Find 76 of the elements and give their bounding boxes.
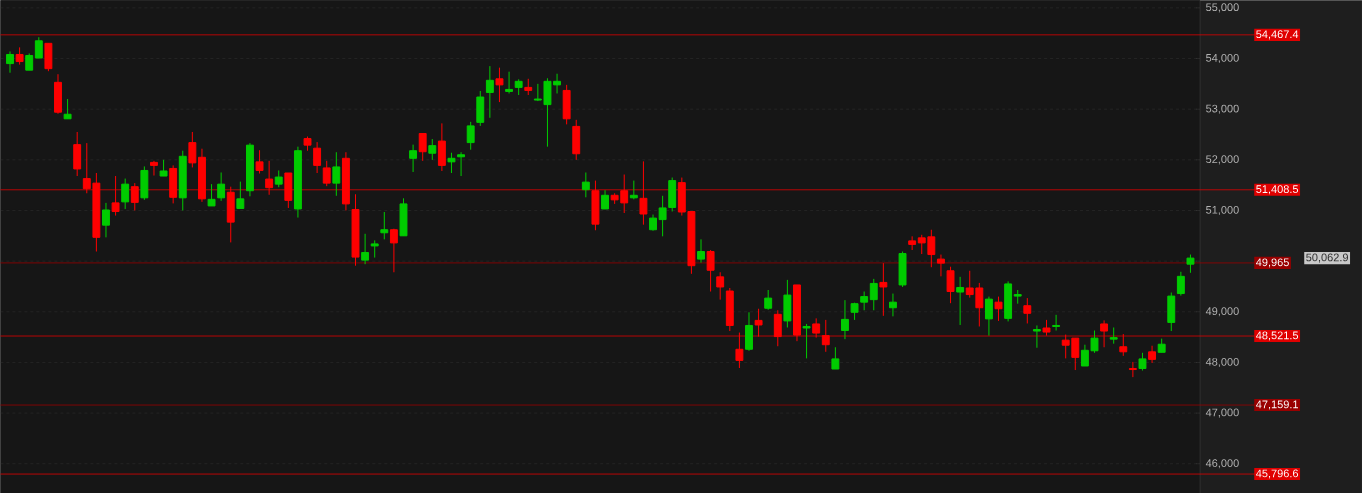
candlestick bbox=[984, 295, 993, 336]
candlestick bbox=[1186, 253, 1195, 274]
candlestick bbox=[706, 249, 715, 292]
candlestick bbox=[601, 189, 609, 210]
candlestick bbox=[44, 42, 53, 72]
candlestick bbox=[754, 308, 763, 337]
candlestick bbox=[34, 36, 43, 59]
candlestick bbox=[994, 295, 1003, 322]
candlestick bbox=[322, 160, 331, 187]
y-tick-label: 49,000 bbox=[1205, 307, 1239, 317]
candlestick bbox=[860, 290, 869, 311]
candlestick bbox=[111, 175, 120, 216]
candlestick bbox=[831, 346, 840, 370]
candlestick bbox=[1023, 297, 1032, 324]
ref-line-label: 45,796.6 bbox=[1255, 469, 1299, 479]
candlestick bbox=[812, 317, 821, 338]
text: 50,062.9 bbox=[1306, 253, 1349, 263]
candlestick bbox=[188, 131, 197, 168]
candlestick bbox=[946, 266, 955, 304]
y-tick-label: 54,000 bbox=[1206, 53, 1239, 63]
candlestick bbox=[255, 149, 264, 174]
candlestick bbox=[361, 233, 370, 265]
candlestick bbox=[63, 98, 72, 120]
candlestick bbox=[485, 65, 494, 119]
candlestick bbox=[1042, 319, 1051, 336]
candlestick bbox=[102, 202, 110, 238]
candlestick bbox=[332, 151, 341, 197]
ref-line-label: 49,965 bbox=[1255, 258, 1289, 268]
candlestick bbox=[697, 238, 705, 263]
candlestick bbox=[1176, 271, 1185, 296]
candlestick bbox=[879, 262, 888, 317]
ref-line-label: 51,408.5 bbox=[1256, 185, 1299, 195]
candlestick bbox=[764, 289, 773, 311]
candlestick bbox=[639, 160, 648, 226]
candlestick bbox=[802, 323, 811, 359]
y-tick-label: 46,000 bbox=[1205, 459, 1239, 469]
candlestick bbox=[303, 135, 312, 152]
candlestick bbox=[284, 172, 293, 209]
ref-line-label: 48,521.5 bbox=[1255, 331, 1299, 341]
candlestick bbox=[889, 292, 897, 317]
candlestick bbox=[380, 211, 389, 240]
y-tick-label: 53,000 bbox=[1206, 104, 1239, 114]
candlestick bbox=[1052, 314, 1061, 331]
candlestick bbox=[591, 179, 600, 231]
y-tick-label: 48,000 bbox=[1205, 357, 1239, 367]
candlestick bbox=[207, 183, 216, 207]
y-tick-label: 52,000 bbox=[1206, 155, 1239, 165]
candlestick bbox=[841, 299, 849, 340]
candlestick bbox=[581, 171, 590, 198]
y-tick-label: 55,000 bbox=[1206, 3, 1239, 13]
candlestick bbox=[447, 152, 456, 174]
candlestick bbox=[217, 171, 226, 202]
candlestick bbox=[428, 138, 437, 161]
candlestick bbox=[73, 131, 82, 177]
y-tick-label: 47,000 bbox=[1205, 408, 1239, 418]
candlestick bbox=[524, 78, 533, 96]
candlestick bbox=[409, 143, 418, 173]
candlestick bbox=[236, 180, 245, 209]
y-tick-label: 51,000 bbox=[1206, 205, 1239, 215]
candlestick bbox=[956, 276, 965, 326]
candlestick bbox=[351, 193, 360, 267]
candlestick bbox=[6, 50, 14, 74]
candlestick bbox=[1032, 324, 1041, 349]
candlestick bbox=[745, 311, 753, 352]
candlestick bbox=[457, 151, 466, 177]
candlestick bbox=[130, 182, 139, 211]
ref-line-label: 47,159.1 bbox=[1255, 400, 1299, 410]
candlestick bbox=[495, 66, 504, 103]
candlestick bbox=[716, 271, 725, 300]
candlestick bbox=[121, 177, 130, 210]
candlestick bbox=[505, 71, 514, 94]
candlestick bbox=[869, 278, 878, 311]
candlestick bbox=[936, 253, 945, 277]
candlestick bbox=[466, 121, 475, 151]
candlestick bbox=[725, 287, 734, 332]
ref-line-label: 54,467.4 bbox=[1256, 30, 1299, 40]
